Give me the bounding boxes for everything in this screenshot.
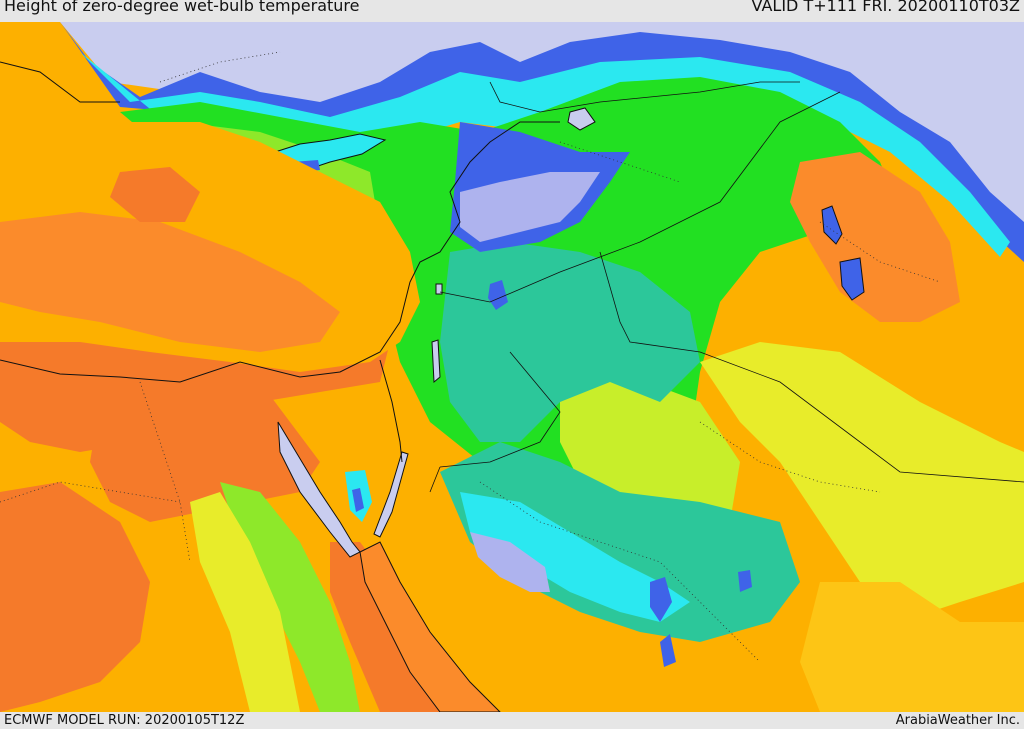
gulf-of-aqaba	[373, 451, 409, 538]
sinai-mountains-blue	[352, 488, 364, 512]
nile-valley-yellow	[190, 492, 300, 712]
map-canvas	[0, 22, 1024, 712]
coastlines	[0, 61, 560, 463]
saudi-blue-blobs	[650, 570, 752, 667]
tharthar-lake	[821, 205, 843, 245]
brand-credit: ArabiaWeather Inc.	[895, 713, 1020, 728]
saudi-lavender-patch	[470, 532, 550, 592]
habbaniyah-lake	[839, 257, 865, 301]
mediterranean-dark	[0, 212, 340, 352]
nile-valley-green	[220, 482, 360, 712]
mediterranean-darker	[110, 167, 200, 222]
model-run: ECMWF MODEL RUN: 20200105T12Z	[4, 713, 245, 728]
map-title: Height of zero-degree wet-bulb temperatu…	[4, 0, 360, 15]
northwest-saudi-teal	[440, 442, 800, 642]
western-desert-orange	[0, 482, 150, 712]
arabia-south-gold	[800, 582, 1024, 712]
map-header: Height of zero-degree wet-bulb temperatu…	[0, 0, 1024, 22]
levant-lavender-core	[460, 172, 600, 242]
dead-sea	[431, 339, 441, 384]
map-footer: ECMWF MODEL RUN: 20200105T12Z ArabiaWeat…	[0, 712, 1024, 729]
northwest-saudi-cyan	[460, 492, 690, 622]
iran-orange	[790, 152, 960, 322]
valid-time: VALID T+111 FRI. 20200110T03Z	[751, 0, 1020, 15]
red-sea	[359, 541, 501, 712]
borders	[429, 81, 1024, 493]
lake-assad	[567, 107, 596, 131]
arabia-yellow	[700, 342, 1024, 622]
sinai-orange	[90, 352, 320, 522]
galilee-blue-spot	[488, 280, 508, 310]
lake-tiberias	[435, 283, 443, 295]
internal-boundaries	[0, 51, 941, 663]
weather-map	[0, 22, 1024, 712]
